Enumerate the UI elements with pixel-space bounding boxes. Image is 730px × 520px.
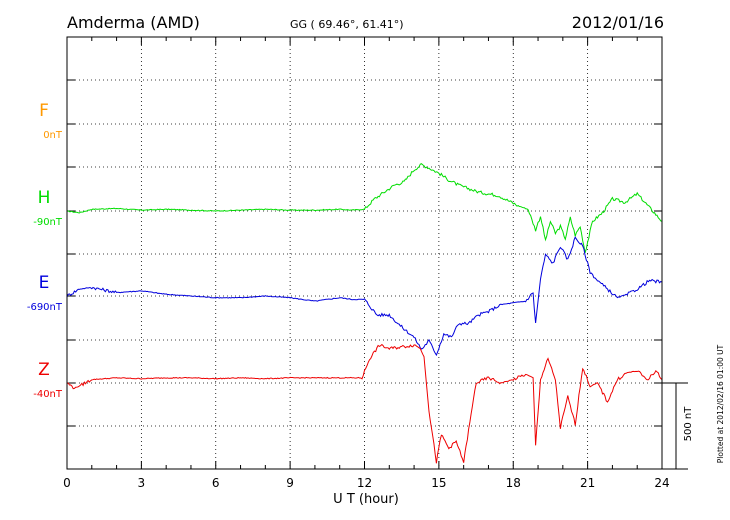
x-tick-label: 24 bbox=[654, 476, 669, 490]
x-tick-label: 21 bbox=[580, 476, 595, 490]
scale-bar bbox=[662, 382, 688, 470]
plotted-note: Plotted at 2012/02/16 01:00 UT bbox=[716, 344, 725, 463]
x-tick-label: 18 bbox=[506, 476, 521, 490]
channel-labels: F 0nT H -90nT E -690nT Z -40nT bbox=[27, 101, 63, 400]
x-tick-label: 15 bbox=[431, 476, 446, 490]
channel-baseline-z: -40nT bbox=[33, 389, 63, 400]
x-tick-label: 12 bbox=[357, 476, 372, 490]
x-tick-label: 6 bbox=[212, 476, 220, 490]
x-tick-label: 9 bbox=[286, 476, 294, 490]
series-line-e bbox=[66, 236, 663, 357]
channel-name-e: E bbox=[39, 273, 50, 293]
grid-layer bbox=[67, 37, 662, 469]
x-tick-label: 0 bbox=[63, 476, 71, 490]
channel-baseline-h: -90nT bbox=[33, 217, 63, 228]
date-label: 2012/01/16 bbox=[572, 13, 664, 32]
channel-name-f: F bbox=[39, 101, 49, 121]
channel-baseline-e: -690nT bbox=[27, 302, 63, 313]
channel-baseline-f: 0nT bbox=[43, 130, 63, 141]
x-axis-label: U T (hour) bbox=[333, 492, 399, 507]
station-title: Amderma (AMD) bbox=[67, 13, 200, 32]
plot-frame bbox=[66, 36, 663, 470]
channel-name-h: H bbox=[38, 188, 51, 208]
series-line-h bbox=[66, 163, 663, 253]
coords-subtitle: GG ( 69.46°, 61.41°) bbox=[290, 18, 404, 31]
ticks-layer: 0 3 6 9 12 15 18 21 24 bbox=[63, 37, 670, 490]
series-line-z bbox=[66, 343, 663, 464]
x-tick-label: 3 bbox=[138, 476, 146, 490]
scale-bar-label: 500 nT bbox=[683, 406, 694, 442]
channel-name-z: Z bbox=[38, 360, 50, 380]
series-layer bbox=[66, 163, 663, 464]
